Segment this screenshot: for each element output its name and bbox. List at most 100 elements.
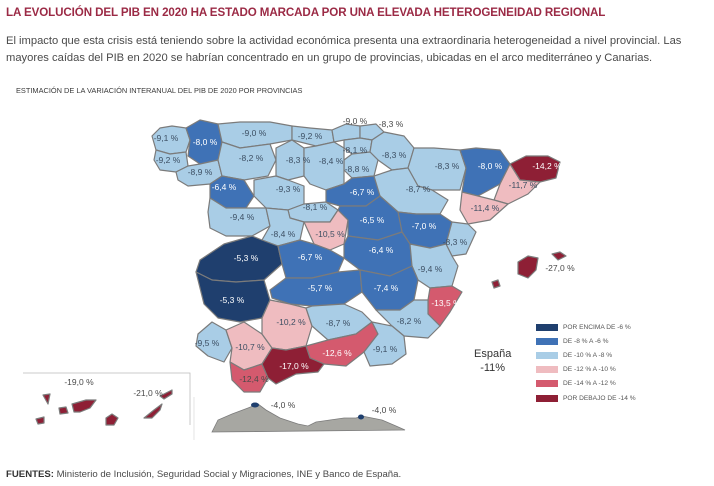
province-value-label: -9,2 % — [156, 155, 181, 165]
island-el-hierro — [35, 416, 45, 425]
province-value-label: -9,2 % — [298, 131, 323, 141]
province-value-label: -8,9 % — [188, 167, 213, 177]
legend-swatch — [536, 323, 558, 331]
province-value-label: -14,2 % — [532, 161, 562, 171]
island-menorca — [551, 251, 567, 261]
province-value-label: -6,7 % — [350, 187, 375, 197]
legend-label: DE -12 % A -10 % — [563, 366, 616, 374]
spain-total-label: España — [474, 348, 512, 360]
legend-item-12-to-10: DE -12 % A -10 % — [536, 363, 636, 377]
legend-item-10-to-8: DE -10 % A -8 % — [536, 348, 636, 362]
province-value-label: -10,5 % — [315, 229, 345, 239]
province-value-label: -12,4 % — [239, 374, 269, 384]
province-value-label: -9,1 % — [373, 344, 398, 354]
legend-label: DE -14 % A -12 % — [563, 380, 616, 388]
map-title: ESTIMACIÓN DE LA VARIACIÓN INTERANUAL DE… — [16, 86, 303, 95]
province-value-label: -8,4 % — [271, 229, 296, 239]
province-salamanca — [207, 197, 271, 237]
map-legend: POR ENCIMA DE -6 % DE -8 % A -6 % DE -10… — [536, 320, 636, 405]
island-fuerteventura — [143, 403, 163, 419]
ceuta-marker — [251, 402, 259, 408]
province-value-label: -8,7 % — [406, 184, 431, 194]
spain-total: España -11% — [474, 347, 511, 375]
province-value-label: -6,7 % — [298, 252, 323, 262]
province-value-label: -10,2 % — [276, 317, 306, 327]
province-value-label: -8,0 % — [193, 137, 218, 147]
province-leon — [217, 141, 277, 181]
province-value-label: -27,0 % — [545, 263, 575, 273]
province-value-label: -11,4 % — [471, 203, 500, 213]
sources-label: FUENTES: — [6, 469, 54, 480]
province-toledo — [277, 239, 345, 279]
island-la-gomera — [58, 406, 69, 415]
province-value-label: -9,3 % — [276, 184, 301, 194]
spain-total-value: -11% — [480, 362, 506, 374]
legend-swatch — [536, 380, 558, 388]
province-value-label: -9,4 % — [230, 212, 255, 222]
province-value-label: -9,0 % — [343, 116, 368, 126]
province-valencia — [409, 243, 459, 289]
province-value-label: -9,5 % — [195, 338, 220, 348]
province-tarragona — [459, 191, 509, 225]
province-value-label: -9,4 % — [418, 264, 443, 274]
province-value-label: -8,3 % — [379, 119, 404, 129]
legend-item-below-14: POR DEBAJO DE -14 % — [536, 391, 636, 405]
province-almeria — [363, 321, 407, 367]
province-value-label: -19,0 % — [64, 377, 94, 387]
page-title: LA EVOLUCIÓN DEL PIB EN 2020 HA ESTADO M… — [6, 6, 606, 19]
province-value-label: -9,1 % — [154, 133, 179, 143]
legend-swatch — [536, 351, 558, 359]
island-gran-canaria — [105, 413, 119, 426]
province-value-label: -5,3 % — [220, 295, 245, 305]
province-la-rioja — [343, 151, 379, 179]
province-value-label: -17,0 % — [279, 361, 309, 371]
melilla-marker — [358, 414, 364, 420]
legend-item-14-to-12: DE -14 % A -12 % — [536, 377, 636, 391]
province-value-label: -8,7 % — [326, 318, 351, 328]
province-value-label: -10,7 % — [235, 342, 265, 352]
province-value-label: -5,7 % — [308, 283, 333, 293]
province-value-label: -8,2 % — [397, 316, 422, 326]
province-value-label: -8,3 % — [443, 237, 468, 247]
province-value-label: -8,3 % — [286, 155, 311, 165]
province-value-label: -8,3 % — [435, 161, 460, 171]
province-value-label: -7,0 % — [412, 221, 437, 231]
legend-swatch — [536, 366, 558, 374]
province-value-label: -6,4 % — [212, 182, 237, 192]
sources-footnote: FUENTES: Ministerio de Inclusión, Seguri… — [6, 469, 401, 480]
province-value-label: -8,3 % — [382, 150, 407, 160]
province-cadiz — [229, 361, 269, 393]
province-value-label: -9,0 % — [242, 128, 267, 138]
province-value-label: -6,4 % — [369, 245, 394, 255]
province-value-label: -8,1 % — [303, 202, 328, 212]
legend-item-above-6: POR ENCIMA DE -6 % — [536, 320, 636, 334]
island-ibiza — [491, 279, 501, 289]
province-value-label: -12,6 % — [322, 348, 352, 358]
island-tenerife — [71, 399, 97, 413]
province-malaga — [261, 345, 325, 385]
island-mallorca — [517, 255, 539, 279]
province-value-label: -8,0 % — [478, 161, 503, 171]
province-value-label: -8,1 % — [343, 145, 368, 155]
province-value-label: -6,5 % — [360, 215, 385, 225]
island-la-palma — [42, 393, 51, 405]
province-value-label: -4,0 % — [271, 400, 296, 410]
province-value-label: -8,4 % — [319, 156, 344, 166]
province-palencia — [275, 139, 305, 181]
province-value-label: -11,7 % — [509, 180, 538, 190]
province-value-label: -8,8 % — [345, 164, 370, 174]
island-lanzarote — [159, 389, 173, 400]
province-cordoba — [261, 299, 313, 351]
canarias-inset-frame — [23, 372, 191, 425]
legend-label: POR DEBAJO DE -14 % — [563, 394, 636, 402]
intro-paragraph: El impacto que esta crisis está teniendo… — [6, 35, 682, 64]
province-value-label: -5,3 % — [234, 253, 259, 263]
legend-label: DE -10 % A -8 % — [563, 351, 613, 359]
province-burgos — [303, 141, 345, 191]
province-value-label: -4,0 % — [372, 405, 397, 415]
legend-label: POR ENCIMA DE -6 % — [563, 323, 631, 331]
province-value-labels: -9,1 % -8,0 % -9,0 % -9,2 % -9,0 % -8,3 % -9,2… — [64, 116, 575, 415]
province-huelva — [195, 321, 233, 363]
legend-label: DE -8 % A -6 % — [563, 337, 609, 345]
